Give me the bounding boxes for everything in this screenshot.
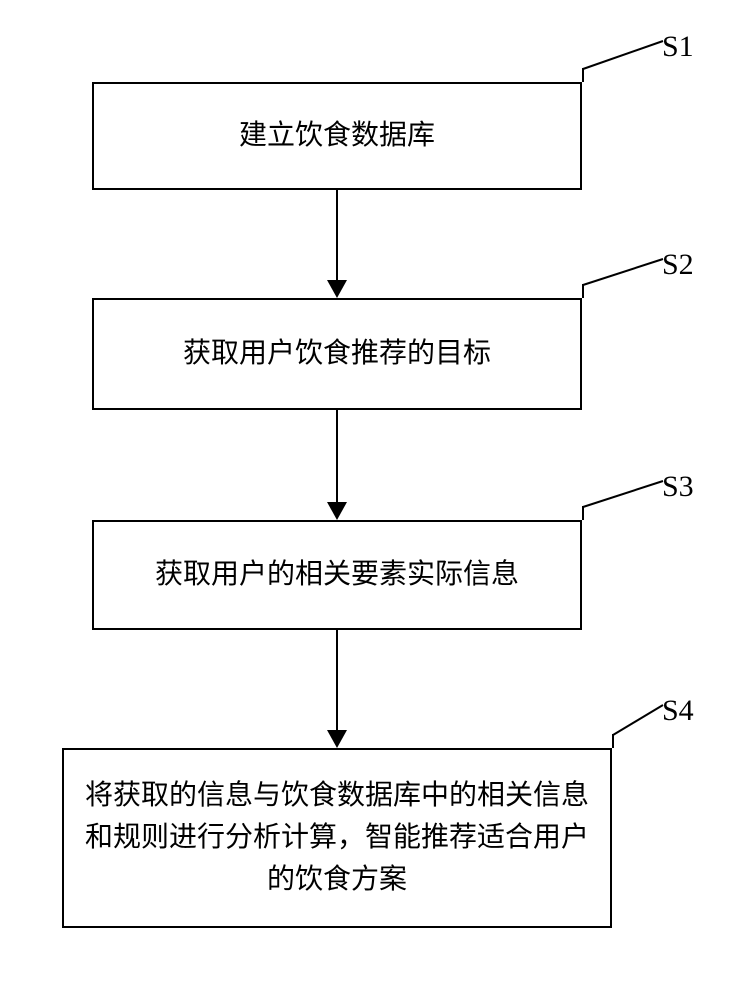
arrow-head-1 <box>327 502 347 520</box>
flow-label-s1: S1 <box>662 30 694 64</box>
flow-label-s4: S4 <box>662 694 694 728</box>
flow-node-text: 获取用户的相关要素实际信息 <box>141 554 533 596</box>
flow-node-text: 建立饮食数据库 <box>225 115 449 157</box>
arrow-line-1 <box>336 410 338 502</box>
flow-node-s4: 将获取的信息与饮食数据库中的相关信息和规则进行分析计算，智能推荐适合用户的饮食方… <box>62 748 612 928</box>
flow-label-s2: S2 <box>662 248 694 282</box>
connector-vert-s1 <box>582 68 584 82</box>
flow-node-text: 获取用户饮食推荐的目标 <box>169 333 505 375</box>
connector-vert-s3 <box>582 506 584 520</box>
flow-node-s2: 获取用户饮食推荐的目标 <box>92 298 582 410</box>
flow-node-text: 将获取的信息与饮食数据库中的相关信息和规则进行分析计算，智能推荐适合用户的饮食方… <box>64 775 610 901</box>
connector-diag-s2 <box>582 258 664 286</box>
connector-vert-s4 <box>612 734 614 748</box>
connector-diag-s4 <box>612 704 664 736</box>
flow-node-s1: 建立饮食数据库 <box>92 82 582 190</box>
arrow-line-0 <box>336 190 338 280</box>
flow-node-s3: 获取用户的相关要素实际信息 <box>92 520 582 630</box>
arrow-line-2 <box>336 630 338 730</box>
connector-diag-s3 <box>582 480 664 508</box>
connector-vert-s2 <box>582 284 584 298</box>
connector-diag-s1 <box>582 40 664 70</box>
arrow-head-2 <box>327 730 347 748</box>
flow-label-s3: S3 <box>662 470 694 504</box>
arrow-head-0 <box>327 280 347 298</box>
